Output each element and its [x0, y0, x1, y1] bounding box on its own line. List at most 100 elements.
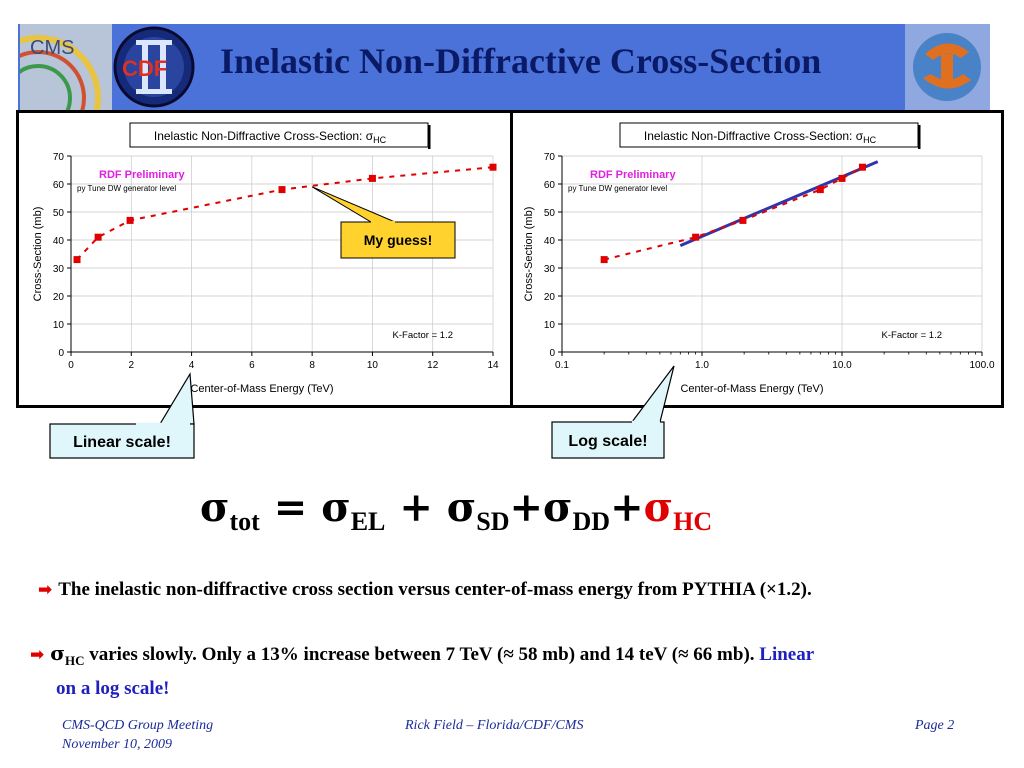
- eq-sigma-el: σ: [321, 484, 351, 531]
- uf-logo: [905, 24, 990, 110]
- callout-log-text: Log scale!: [568, 433, 647, 450]
- x-tick-label: 2: [129, 360, 135, 371]
- y-tick-label: 60: [544, 180, 556, 191]
- y-axis-label: Cross-Section (mb): [523, 207, 535, 302]
- data-point: [739, 216, 747, 224]
- bullet-2-text: varies slowly. Only a 13% increase betwe…: [84, 644, 760, 665]
- data-point: [73, 256, 81, 264]
- x-axis-label: Center-of-Mass Energy (TeV): [190, 383, 333, 395]
- x-tick-label: 1.0: [695, 360, 709, 371]
- y-tick-label: 50: [53, 208, 65, 219]
- eq-sigma-dd: σ: [543, 484, 573, 531]
- series-line: [76, 166, 494, 261]
- cdf-logo-text: CDF: [122, 56, 167, 81]
- bullet-2-sub: HC: [65, 652, 85, 668]
- x-tick-label: 0.1: [555, 360, 569, 371]
- y-tick-label: 10: [53, 320, 65, 331]
- eq-sub-hc: HC: [673, 507, 713, 536]
- eq-equals: =: [259, 484, 322, 531]
- rdf-preliminary-label: RDF Preliminary: [590, 169, 676, 181]
- x-tick-label: 14: [487, 360, 499, 371]
- bullet-1: ➡ The inelastic non-diffractive cross sec…: [38, 579, 998, 601]
- data-point: [692, 233, 700, 241]
- chart-title-text: Inelastic Non-Diffractive Cross-Section:…: [644, 129, 877, 145]
- generator-label: py Tune DW generator level: [77, 184, 176, 193]
- data-point: [816, 186, 824, 194]
- eq-plus-2: +: [509, 484, 544, 531]
- chart-title-shadow: [428, 125, 431, 149]
- x-tick-label: 100.0: [969, 360, 994, 371]
- callout-pointer: [311, 186, 396, 223]
- fit-line: [679, 160, 879, 247]
- eq-sub-tot: tot: [229, 507, 260, 536]
- generator-label: py Tune DW generator level: [568, 184, 667, 193]
- x-tick-label: 0: [68, 360, 74, 371]
- cross-section-equation: σtot = σEL + σSD+σDD+σHC: [200, 484, 712, 537]
- x-tick-label: 8: [309, 360, 315, 371]
- data-point: [600, 256, 608, 264]
- eq-sigma-tot: σ: [200, 484, 230, 531]
- data-point: [838, 174, 846, 182]
- kfactor-label: K-Factor = 1.2: [882, 330, 942, 341]
- data-point: [858, 163, 866, 171]
- bullet-2: ➡ σHC varies slowly. Only a 13% increase …: [30, 639, 1000, 703]
- y-tick-label: 0: [58, 348, 64, 359]
- footer-author: Rick Field – Florida/CDF/CMS: [405, 718, 584, 733]
- y-tick-label: 10: [544, 320, 556, 331]
- callout-box: [340, 221, 456, 259]
- y-tick-label: 30: [544, 264, 556, 275]
- y-tick-label: 30: [53, 264, 65, 275]
- y-tick-label: 40: [544, 236, 556, 247]
- data-point: [489, 163, 497, 171]
- chart-title-text: Inelastic Non-Diffractive Cross-Section:…: [154, 129, 387, 145]
- y-tick-label: 0: [549, 348, 555, 359]
- log-chart-frame: Inelastic Non-Diffractive Cross-Section:…: [510, 110, 1004, 408]
- y-tick-label: 70: [544, 152, 556, 163]
- x-tick-label: 12: [427, 360, 439, 371]
- y-tick-label: 20: [544, 292, 556, 303]
- data-point: [368, 174, 376, 182]
- y-tick-label: 70: [53, 152, 65, 163]
- eq-sigma-hc: σ: [643, 484, 674, 531]
- eq-sub-el: EL: [350, 507, 386, 536]
- cdf-logo: CDF: [113, 26, 195, 108]
- bullet-2-highlight-1: Linear: [759, 644, 815, 665]
- y-tick-label: 60: [53, 180, 65, 191]
- x-axis-label: Center-of-Mass Energy (TeV): [680, 383, 823, 395]
- data-point: [278, 186, 286, 194]
- chart-title: Inelastic Non-Diffractive Cross-Section:…: [129, 122, 431, 149]
- x-tick-label: 10: [367, 360, 379, 371]
- data-point: [94, 233, 102, 241]
- footer-meeting: CMS-QCD Group Meeting: [62, 718, 214, 733]
- series-line: [603, 166, 863, 261]
- eq-plus-3: +: [610, 484, 644, 531]
- cms-logo-text: CMS: [30, 37, 74, 59]
- eq-sub-sd: SD: [476, 507, 510, 536]
- callout-log-scale: Log scale!: [551, 365, 675, 459]
- chart-title-shadow: [918, 125, 921, 149]
- x-tick-label: 6: [249, 360, 255, 371]
- bullet-2-highlight-2: on a log scale!: [56, 677, 170, 699]
- rdf-preliminary-label: RDF Preliminary: [99, 169, 185, 181]
- bullet-1-text: The inelastic non-diffractive cross sect…: [58, 579, 812, 600]
- x-tick-label: 4: [189, 360, 195, 371]
- bullet-2-sigma: σ: [50, 641, 65, 665]
- log-chart: Inelastic Non-Diffractive Cross-Section:…: [523, 122, 995, 395]
- callout-linear-text: Linear scale!: [73, 434, 171, 451]
- linear-chart: Inelastic Non-Diffractive Cross-Section:…: [32, 122, 499, 395]
- cms-logo: CMS: [20, 24, 112, 110]
- callout-text: My guess!: [364, 232, 432, 248]
- y-tick-label: 20: [53, 292, 65, 303]
- x-tick-label: 10.0: [832, 360, 852, 371]
- y-axis-label: Cross-Section (mb): [32, 207, 44, 302]
- chart-title: Inelastic Non-Diffractive Cross-Section:…: [619, 122, 921, 149]
- bullet-arrow-icon: ➡: [38, 580, 53, 600]
- footer-date: November 10, 2009: [62, 737, 173, 752]
- linear-chart-frame: Inelastic Non-Diffractive Cross-Section:…: [16, 110, 514, 408]
- y-tick-label: 40: [53, 236, 65, 247]
- bullet-arrow-icon: ➡: [30, 645, 45, 665]
- page-title: Inelastic Non-Diffractive Cross-Section: [220, 41, 822, 81]
- eq-plus-1: +: [385, 484, 447, 531]
- data-point: [126, 216, 134, 224]
- callout-linear-scale: Linear scale!: [49, 372, 195, 459]
